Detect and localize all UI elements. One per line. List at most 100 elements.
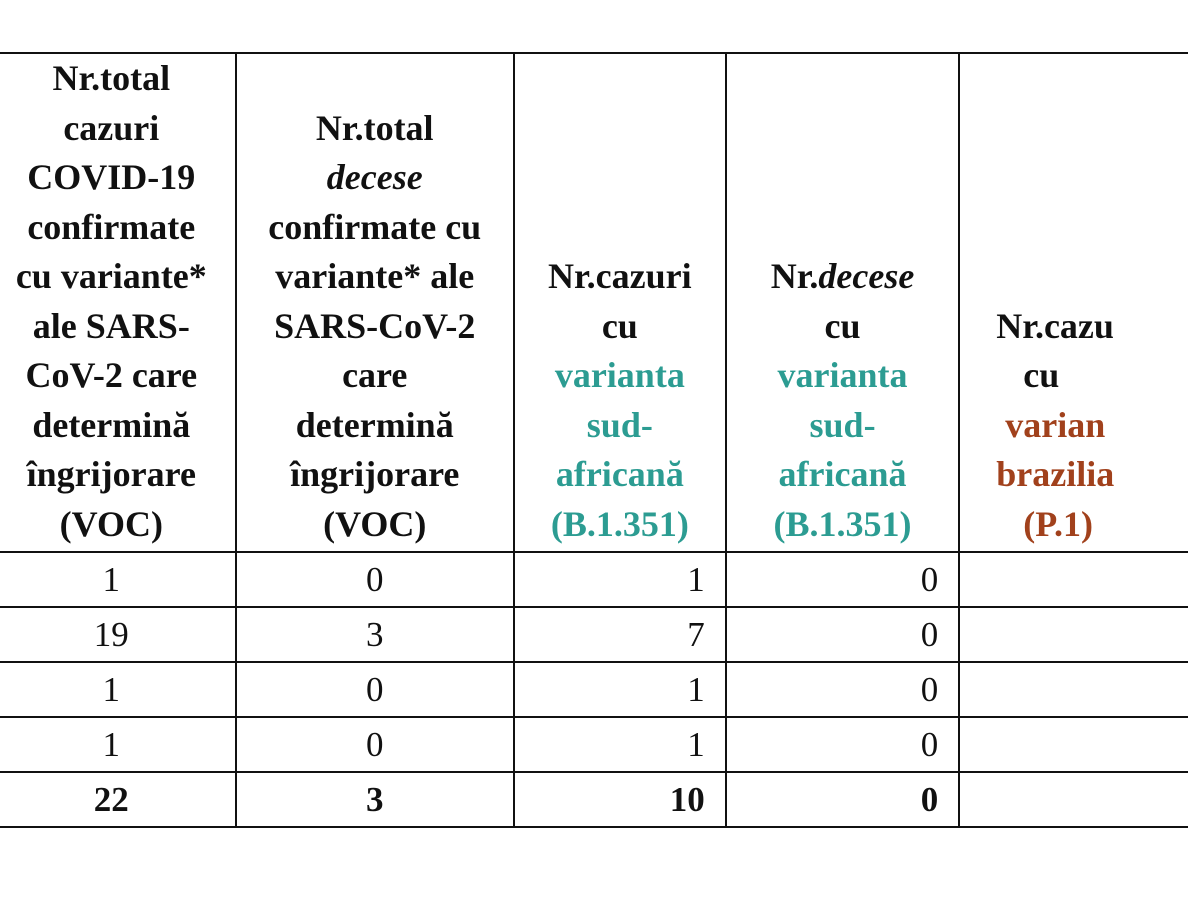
header-text: îngrijorare bbox=[290, 454, 460, 494]
header-text: cazuri bbox=[63, 107, 160, 148]
header-line: cu bbox=[515, 302, 725, 352]
total-cell: 0 bbox=[724, 771, 961, 828]
header-text: Nr.cazuri bbox=[548, 256, 692, 296]
header-line: cu bbox=[960, 351, 1188, 401]
header-line: sud- bbox=[515, 401, 725, 451]
header-line: îngrijorare bbox=[237, 450, 513, 500]
header-line: ale SARS- bbox=[0, 302, 235, 352]
header-text: sud- bbox=[586, 404, 653, 445]
header-text: (B.1.351) bbox=[550, 503, 689, 544]
header-text: decese bbox=[326, 157, 423, 197]
total-row: 22 3 10 0 bbox=[0, 771, 1188, 828]
cell: 3 bbox=[234, 606, 515, 663]
header-text: confirmate bbox=[27, 206, 196, 247]
header-line: decese bbox=[237, 153, 513, 203]
header-line: varian bbox=[960, 401, 1188, 451]
header-text: Nr.total bbox=[315, 107, 434, 148]
header-line: cu bbox=[727, 302, 958, 352]
cell bbox=[958, 661, 1188, 718]
header-cases-brazilian: Nr.cazu cu varian brazilia (P.1) bbox=[958, 52, 1188, 553]
cell: 1 bbox=[0, 716, 237, 773]
header-line: Nr.cazu bbox=[960, 302, 1188, 352]
header-row: Nr.total cazuri COVID-19 confirmate cu varia… bbox=[0, 52, 1188, 553]
header-text: varianta bbox=[777, 355, 908, 395]
header-line: (P.1) bbox=[960, 500, 1188, 550]
header-line: varianta bbox=[515, 351, 725, 401]
cell bbox=[958, 606, 1188, 663]
variants-table: Nr.total cazuri COVID-19 confirmate cu varia… bbox=[0, 52, 1188, 828]
header-text: confirmate cu bbox=[268, 206, 482, 247]
total-cell bbox=[958, 771, 1188, 828]
table-row: 1 0 1 0 bbox=[0, 716, 1188, 773]
header-line: africană bbox=[727, 450, 958, 500]
header-text: COVID-19 bbox=[27, 157, 196, 197]
header-total-deaths-voc: Nr.total decese confirmate cu variante* ale… bbox=[234, 52, 515, 553]
header-text: (VOC) bbox=[323, 503, 427, 544]
table-row: 1 0 1 0 bbox=[0, 551, 1188, 608]
header-line: (VOC) bbox=[0, 500, 235, 550]
cell: 1 bbox=[512, 551, 727, 608]
header-line: îngrijorare bbox=[0, 450, 235, 500]
cell: 0 bbox=[234, 716, 515, 773]
header-line: Nr.total bbox=[0, 54, 235, 104]
total-cell: 10 bbox=[512, 771, 727, 828]
header-text: variante* ale bbox=[275, 256, 475, 296]
header-text: SARS-CoV-2 bbox=[274, 305, 476, 346]
cell bbox=[958, 716, 1188, 773]
cell: 0 bbox=[724, 661, 961, 718]
header-line: cu variante* bbox=[0, 252, 235, 302]
header-text: varian bbox=[996, 404, 1106, 445]
header-line: sud- bbox=[727, 401, 958, 451]
cell: 1 bbox=[0, 661, 237, 718]
header-text: ale SARS- bbox=[32, 305, 190, 346]
header-line: cazuri bbox=[0, 104, 235, 154]
header-line: Nr.decese bbox=[727, 252, 958, 302]
header-line: Nr.total bbox=[237, 104, 513, 154]
header-cases-south-african: Nr.cazuri cu varianta sud-africană (B.1.351) bbox=[512, 52, 727, 553]
header-line: confirmate cu bbox=[237, 203, 513, 253]
header-line: (B.1.351) bbox=[727, 500, 958, 550]
total-cell: 22 bbox=[0, 771, 237, 828]
table-row: 19 3 7 0 bbox=[0, 606, 1188, 663]
header-line: Nr.cazuri bbox=[515, 252, 725, 302]
cell: 0 bbox=[234, 661, 515, 718]
cell: 0 bbox=[724, 551, 961, 608]
table-row: 1 0 1 0 bbox=[0, 661, 1188, 718]
header-text: îngrijorare bbox=[26, 454, 196, 494]
header-line: determină bbox=[237, 401, 513, 451]
header-line: varianta bbox=[727, 351, 958, 401]
cell bbox=[958, 551, 1188, 608]
header-text: (VOC) bbox=[59, 503, 163, 544]
cell: 0 bbox=[724, 606, 961, 663]
header-text: africană bbox=[555, 454, 684, 494]
cell: 1 bbox=[0, 551, 237, 608]
header-text: varianta bbox=[554, 355, 685, 395]
header-line: SARS-CoV-2 bbox=[237, 302, 513, 352]
header-total-cases-voc: Nr.total cazuri COVID-19 confirmate cu varia… bbox=[0, 52, 237, 553]
header-text: africană bbox=[778, 454, 907, 494]
header-text: sud- bbox=[809, 404, 876, 445]
header-text: cu bbox=[996, 355, 1060, 395]
cell: 7 bbox=[512, 606, 727, 663]
total-cell: 3 bbox=[234, 771, 515, 828]
header-line: brazilia bbox=[960, 450, 1188, 500]
header-line: variante* ale bbox=[237, 252, 513, 302]
header-text: cu bbox=[601, 305, 638, 346]
header-text: decese bbox=[818, 256, 915, 296]
cell: 0 bbox=[724, 716, 961, 773]
header-line: care bbox=[237, 351, 513, 401]
header-text: determină bbox=[295, 404, 454, 445]
header-text: Nr. bbox=[770, 256, 819, 296]
header-text: cu bbox=[824, 305, 861, 346]
header-deaths-south-african: Nr.decese cu varianta sud-africană (B.1.351) bbox=[724, 52, 961, 553]
cell: 1 bbox=[512, 716, 727, 773]
header-text: determină bbox=[32, 404, 191, 445]
header-line: (B.1.351) bbox=[515, 500, 725, 550]
cell: 1 bbox=[512, 661, 727, 718]
header-line: (VOC) bbox=[237, 500, 513, 550]
header-line: determină bbox=[0, 401, 235, 451]
header-text: brazilia bbox=[996, 454, 1115, 494]
header-line: CoV-2 care bbox=[0, 351, 235, 401]
header-text: (B.1.351) bbox=[773, 503, 912, 544]
header-text: Nr.total bbox=[52, 58, 171, 98]
